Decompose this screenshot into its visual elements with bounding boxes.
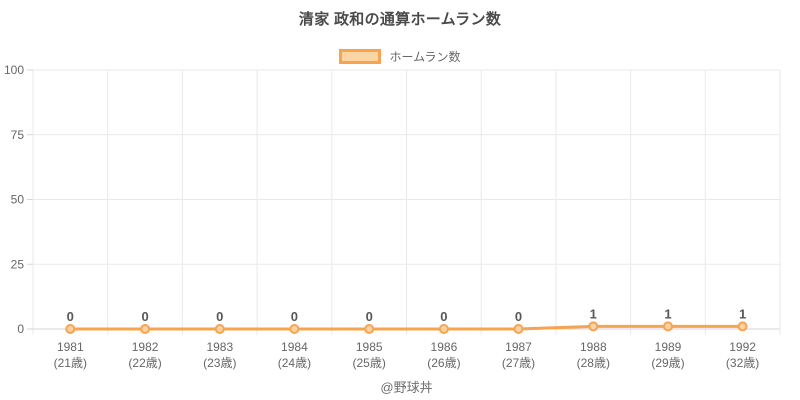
- x-tick-sublabel: (24歳): [278, 356, 311, 370]
- data-point-value: 0: [440, 309, 447, 324]
- x-tick-label: 1987: [505, 340, 532, 354]
- y-tick-label: 100: [4, 63, 24, 77]
- data-point[interactable]: [289, 324, 300, 334]
- x-tick-label: 1982: [132, 340, 159, 354]
- data-point[interactable]: [438, 324, 449, 334]
- data-point-value: 0: [291, 309, 298, 324]
- data-line: [68, 324, 745, 331]
- x-tick-sublabel: (25歳): [353, 356, 386, 370]
- y-tick-label: 75: [11, 128, 25, 142]
- y-tick-label: 50: [11, 193, 25, 207]
- legend[interactable]: ホームラン数: [0, 48, 800, 65]
- data-point[interactable]: [513, 324, 524, 334]
- data-point-value: 1: [590, 306, 597, 321]
- data-point[interactable]: [214, 324, 225, 334]
- x-tick-label: 1988: [580, 340, 607, 354]
- x-tick-label: 1989: [655, 340, 682, 354]
- x-tick-label: 1986: [431, 340, 458, 354]
- data-point[interactable]: [65, 324, 76, 334]
- data-point[interactable]: [364, 324, 375, 334]
- data-point[interactable]: [588, 321, 599, 332]
- legend-swatch-icon: [339, 49, 382, 64]
- data-point-value: 0: [515, 309, 522, 324]
- x-tick-label: 1985: [356, 340, 383, 354]
- data-point-value: 0: [141, 309, 148, 324]
- legend-label: ホームラン数: [389, 50, 461, 64]
- x-tick-sublabel: (26歳): [427, 356, 460, 370]
- y-tick-label: 25: [11, 257, 25, 271]
- x-tick-sublabel: (22歳): [128, 356, 161, 370]
- footer-credit: @野球丼: [380, 380, 433, 395]
- x-tick-sublabel: (23歳): [203, 356, 236, 370]
- x-tick-label: 1983: [206, 340, 233, 354]
- x-tick-label: 1992: [729, 340, 756, 354]
- x-tick-sublabel: (27歳): [502, 356, 535, 370]
- data-point-value: 0: [67, 309, 74, 324]
- x-tick-sublabel: (29歳): [651, 356, 684, 370]
- x-tick-sublabel: (32歳): [726, 356, 759, 370]
- data-point-value: 1: [739, 306, 746, 321]
- x-tick-label: 1984: [281, 340, 308, 354]
- x-tick-label: 1981: [57, 340, 84, 354]
- data-point[interactable]: [737, 321, 748, 332]
- data-point[interactable]: [663, 321, 673, 332]
- x-tick-sublabel: (28歳): [577, 356, 610, 370]
- data-point-value: 0: [366, 309, 373, 324]
- chart-title: 清家 政和の通算ホームラン数: [298, 11, 502, 28]
- data-point-value: 1: [664, 306, 671, 321]
- x-tick-sublabel: (21歳): [54, 356, 87, 370]
- data-point-value: 0: [216, 309, 223, 324]
- y-tick-label: 0: [17, 322, 24, 336]
- data-point[interactable]: [140, 324, 151, 334]
